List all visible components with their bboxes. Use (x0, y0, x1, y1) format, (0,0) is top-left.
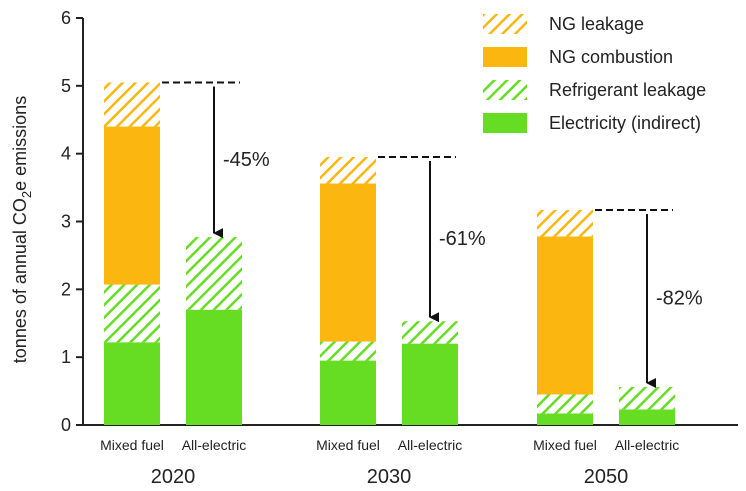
annotations-layer: -45% -61% -82% (162, 81, 703, 389)
legend-swatch (483, 47, 527, 67)
y-tick-label: 4 (61, 144, 71, 164)
y-tick-label: 3 (61, 212, 71, 232)
ng-leakage-segment (320, 157, 376, 184)
refrigerant-leakage-segment (537, 394, 593, 414)
y-tick-label: 2 (61, 279, 71, 299)
y-axis-title: tonnes of annual CO2e emissions (10, 96, 34, 363)
bar-category-label: All-electric (398, 437, 463, 453)
electricity-segment (537, 413, 593, 425)
legend-label: NG combustion (549, 47, 673, 67)
refrigerant-leakage-segment (104, 284, 160, 343)
ng-leakage-segment (104, 82, 160, 127)
refrigerant-leakage-segment (402, 321, 458, 344)
legend-label: Electricity (indirect) (549, 113, 701, 133)
bar-category-label: Mixed fuel (533, 437, 597, 453)
bar-category-label: Mixed fuel (316, 437, 380, 453)
electricity-segment (619, 409, 675, 425)
legend-label: NG leakage (549, 14, 644, 34)
refrigerant-leakage-segment (320, 341, 376, 361)
year-group-label: 2020 (151, 466, 196, 488)
refrigerant-leakage-segment (619, 387, 675, 410)
year-group-label: 2030 (367, 466, 412, 488)
electricity-segment (402, 343, 458, 425)
legend-swatch (483, 113, 527, 133)
ng-combustion-segment (537, 236, 593, 395)
bar-category-label: All-electric (615, 437, 680, 453)
ng-leakage-segment (537, 209, 593, 237)
legend: NG leakage NG combustion Refrigerant leaka… (483, 14, 706, 133)
y-tick-label: 0 (61, 415, 71, 435)
legend-swatch (483, 80, 527, 100)
y-tick-label: 5 (61, 76, 71, 96)
year-group-label: 2050 (584, 466, 629, 488)
electricity-segment (104, 342, 160, 425)
ng-combustion-segment (104, 126, 160, 285)
electricity-segment (186, 309, 242, 425)
bar-category-label: All-electric (182, 437, 247, 453)
reduction-percent: -61% (439, 228, 486, 250)
y-tick-label: 6 (61, 8, 71, 28)
bar-category-label: Mixed fuel (100, 437, 164, 453)
legend-label: Refrigerant leakage (549, 80, 706, 100)
ng-combustion-segment (320, 183, 376, 342)
refrigerant-leakage-segment (186, 237, 242, 310)
reduction-percent: -45% (223, 149, 270, 171)
reduction-percent: -82% (656, 287, 703, 309)
bars-layer: Mixed fuel All-electric 2020 Mixed fuel All-… (100, 82, 679, 488)
y-tick-label: 1 (61, 347, 71, 367)
electricity-segment (320, 360, 376, 425)
legend-swatch (483, 14, 527, 34)
